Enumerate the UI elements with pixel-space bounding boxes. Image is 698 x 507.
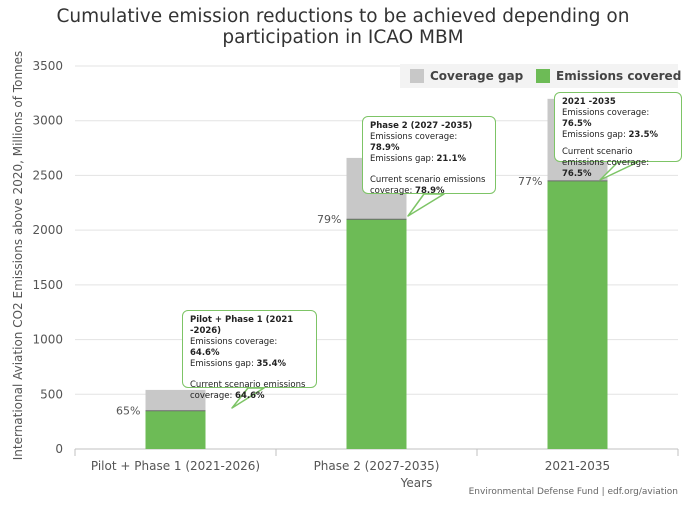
chart-title-line-1: Cumulative emission reductions to be ach… <box>57 6 630 27</box>
chart-title-line-2: participation in ICAO MBM <box>222 27 463 48</box>
tooltip-coverage-label: Emissions coverage: <box>190 337 278 347</box>
y-tick-label: 1000 <box>32 333 63 347</box>
tooltip-scenario-value: 76.5% <box>562 169 592 179</box>
tooltip-pointer-pilot <box>231 387 265 409</box>
tooltip-scenario-value: 78.9% <box>415 186 445 196</box>
bar-emissions-covered <box>145 410 206 449</box>
tooltip-title: Phase 2 (2027 -2035) <box>370 121 473 131</box>
x-tick-label: Phase 2 (2027-2035) <box>314 459 440 473</box>
y-tick-label: 500 <box>40 387 63 401</box>
tooltip-pointer-2021-2035 <box>599 161 639 181</box>
tooltip-gap-value: 23.5% <box>628 130 659 140</box>
bar-percent-label: 79% <box>317 213 341 226</box>
bar-emissions-covered <box>547 180 608 449</box>
legend-swatch-emissions-covered <box>536 69 550 83</box>
tooltip-gap-label: Emissions gap: <box>190 359 257 369</box>
y-tick-label: 1500 <box>32 278 63 292</box>
y-tick-label: 3000 <box>32 114 63 128</box>
tooltip-scenario-label: Current scenario emissions coverage: <box>562 147 650 168</box>
tooltip-gap-value: 35.4% <box>256 359 287 369</box>
tooltip-scenario-label: Current scenario emissions coverage: <box>370 175 486 196</box>
y-tick-label: 2000 <box>32 223 63 237</box>
tooltip-2021-2035: 2021 -2035 Emissions coverage: 76.5% Emi… <box>554 92 682 179</box>
bar-emissions-covered <box>346 219 407 449</box>
tooltip-scenario-label: Current scenario emissions coverage: <box>190 380 306 401</box>
tooltip-title: Pilot + Phase 1 (2021 -2026) <box>190 315 294 336</box>
tooltip-coverage-label: Emissions coverage: <box>370 132 458 142</box>
x-tick-label: Pilot + Phase 1 (2021-2026) <box>91 459 260 473</box>
tooltip-gap-label: Emissions gap: <box>562 130 629 140</box>
bar-coverage-gap <box>145 389 206 411</box>
tooltip-pilot-phase1: Pilot + Phase 1 (2021 -2026) Emissions c… <box>182 310 317 401</box>
y-axis-label: International Aviation CO2 Emissions abo… <box>11 51 25 461</box>
y-tick-label: 3500 <box>32 59 63 73</box>
tooltip-title: 2021 -2035 <box>562 97 616 107</box>
tooltip-phase2: Phase 2 (2027 -2035) Emissions coverage:… <box>362 116 496 196</box>
legend-swatch-coverage-gap <box>410 69 424 83</box>
tooltip-coverage-value: 76.5% <box>562 119 592 129</box>
tooltip-coverage-value: 78.9% <box>370 143 400 153</box>
bar-percent-label: 77% <box>518 175 542 188</box>
tooltip-coverage-label: Emissions coverage: <box>562 108 650 118</box>
x-tick-label: 2021-2035 <box>545 459 610 473</box>
x-axis-label: Years <box>400 476 433 490</box>
source-credit: Environmental Defense Fund | edf.org/avi… <box>469 487 678 497</box>
tooltip-pointer-phase2 <box>407 193 445 217</box>
bar-percent-label: 65% <box>116 405 140 418</box>
y-tick-label: 2500 <box>32 168 63 182</box>
tooltip-gap-value: 21.1% <box>436 154 467 164</box>
legend-label-coverage-gap: Coverage gap <box>430 69 524 83</box>
tooltip-scenario-value: 64.6% <box>235 391 265 401</box>
y-tick-label: 0 <box>55 442 63 456</box>
tooltip-gap-label: Emissions gap: <box>370 154 437 164</box>
tooltip-coverage-value: 64.6% <box>190 348 220 358</box>
legend-label-emissions-covered: Emissions covered <box>556 69 681 83</box>
